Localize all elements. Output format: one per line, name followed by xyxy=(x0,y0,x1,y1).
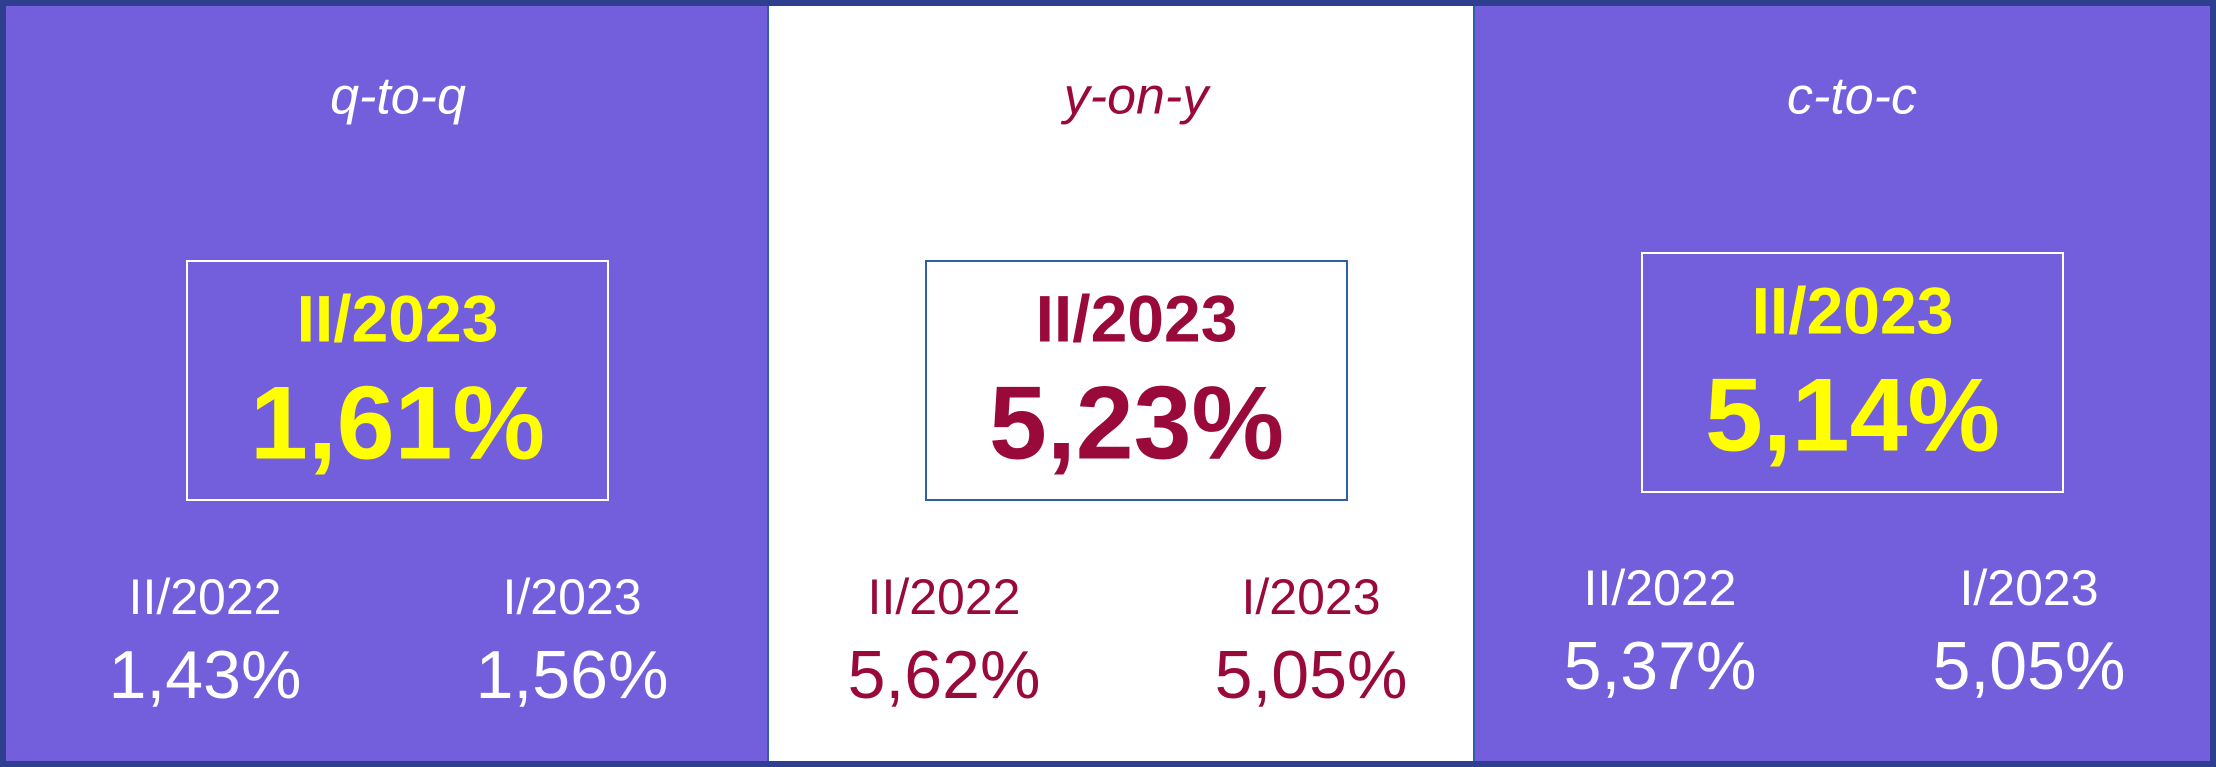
main-period: II/2023 xyxy=(297,281,499,355)
panel-title: q-to-q xyxy=(330,68,466,126)
sub-value: 5,05% xyxy=(1933,628,2126,704)
panel-bg xyxy=(1474,0,2216,767)
panel-bg xyxy=(0,0,767,767)
sub-value: 5,62% xyxy=(848,637,1041,713)
sub-period: I/2023 xyxy=(1959,560,2098,616)
sub-period: I/2023 xyxy=(1241,569,1380,625)
sub-value: 1,56% xyxy=(476,637,669,713)
sub-period: I/2023 xyxy=(502,569,641,625)
panel-title: y-on-y xyxy=(1061,68,1211,126)
highlight-box xyxy=(186,260,609,501)
panel-title: c-to-c xyxy=(1787,68,1917,126)
main-value: 5,14% xyxy=(1705,357,2000,473)
panel-bg xyxy=(767,0,1474,767)
main-period: II/2023 xyxy=(1036,281,1238,355)
main-value: 1,61% xyxy=(250,365,545,481)
sub-value: 5,05% xyxy=(1215,637,1408,713)
sub-period: II/2022 xyxy=(1584,560,1737,616)
sub-value: 1,43% xyxy=(109,637,302,713)
main-period: II/2023 xyxy=(1752,273,1954,347)
sub-period: II/2022 xyxy=(868,569,1021,625)
highlight-box xyxy=(925,260,1348,501)
highlight-box xyxy=(1641,252,2064,493)
sub-value: 5,37% xyxy=(1564,628,1757,704)
sub-period: II/2022 xyxy=(129,569,282,625)
main-value: 5,23% xyxy=(989,365,1284,481)
